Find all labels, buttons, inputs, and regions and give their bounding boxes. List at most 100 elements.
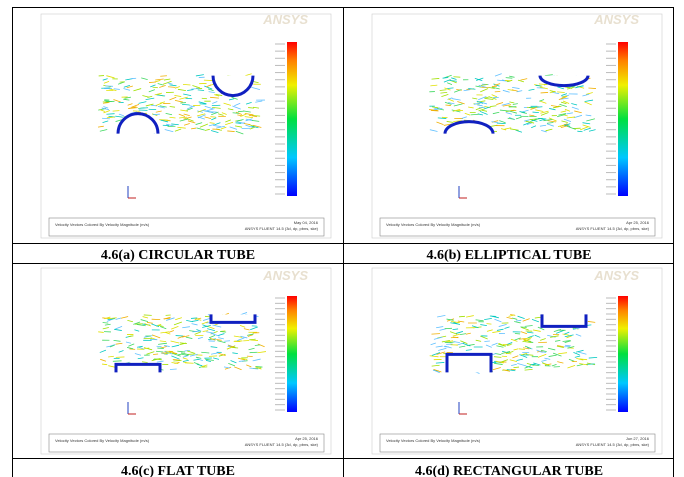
flow-vector xyxy=(138,101,147,104)
flow-vector xyxy=(155,110,162,113)
flow-vector xyxy=(165,112,173,116)
flow-vector xyxy=(109,344,115,348)
flow-vector xyxy=(177,126,186,129)
flow-vector xyxy=(475,339,482,342)
flow-vector xyxy=(193,362,200,365)
flow-vector xyxy=(455,331,463,334)
colorbar xyxy=(618,296,628,412)
flow-vector xyxy=(195,356,202,359)
legend-box xyxy=(48,433,325,453)
flow-vector xyxy=(182,104,190,106)
flow-vector xyxy=(250,326,258,331)
flow-vector xyxy=(177,335,185,339)
flow-vector xyxy=(476,100,484,104)
flow-vector xyxy=(211,117,217,121)
flow-vector xyxy=(151,334,161,339)
legend-title: Velocity Vectors Colored By Velocity Mag… xyxy=(386,438,481,443)
flow-vector xyxy=(252,106,260,109)
flow-vector xyxy=(452,333,461,337)
flow-vector xyxy=(529,114,535,117)
flow-vector xyxy=(488,87,495,89)
flow-vector xyxy=(447,98,455,102)
flow-vector xyxy=(174,128,182,132)
legend-title: Velocity Vectors Colored By Velocity Mag… xyxy=(386,222,481,227)
flow-vector xyxy=(520,331,528,335)
flow-vector xyxy=(251,115,261,117)
flow-vector xyxy=(508,110,517,114)
flow-vector xyxy=(564,331,570,335)
flow-vector xyxy=(157,324,164,327)
flow-vector xyxy=(457,101,465,105)
flow-vector xyxy=(173,360,182,362)
flow-vector xyxy=(206,331,215,334)
flow-vector xyxy=(228,344,236,348)
flow-vector xyxy=(574,110,582,114)
flow-vector xyxy=(155,102,163,107)
flow-vector xyxy=(232,347,239,349)
flow-vector xyxy=(136,324,146,327)
flow-vector xyxy=(439,89,447,91)
flow-vector xyxy=(514,337,521,341)
flow-vector xyxy=(586,118,596,122)
flow-vector xyxy=(435,345,443,348)
flow-vector xyxy=(204,110,213,113)
flow-vector xyxy=(228,98,235,101)
flow-vector xyxy=(490,315,499,319)
flow-vector xyxy=(567,364,576,369)
flow-vector xyxy=(453,103,463,107)
flow-vector xyxy=(564,125,571,128)
flow-vector xyxy=(585,92,593,95)
flow-vector xyxy=(451,321,460,324)
flow-vector xyxy=(137,345,143,348)
flow-vector xyxy=(514,321,521,324)
colorbar xyxy=(287,42,297,196)
flow-vector xyxy=(155,78,164,81)
flow-vector xyxy=(241,358,248,360)
flow-vector xyxy=(202,330,209,332)
flow-vector xyxy=(528,88,535,91)
flow-vector xyxy=(249,367,259,370)
flow-vector xyxy=(204,116,212,119)
flow-vector xyxy=(243,123,251,126)
flow-vector xyxy=(160,119,169,123)
flow-vector xyxy=(495,360,504,364)
flow-vector xyxy=(235,122,241,124)
flow-vector xyxy=(180,353,188,357)
render-frame xyxy=(371,267,663,455)
flow-vector xyxy=(127,103,133,106)
flow-vector xyxy=(532,329,541,332)
flow-vector xyxy=(113,88,120,90)
flow-vector xyxy=(523,119,530,122)
flow-vector xyxy=(494,73,502,77)
flow-vector xyxy=(440,91,448,94)
flow-vector xyxy=(236,119,244,122)
flow-vector xyxy=(446,340,454,343)
flow-vector xyxy=(556,345,565,348)
flow-vector xyxy=(562,333,569,336)
legend-solver: ANSYS FLUENT 14.5 (3d, dp, pbns, ske) xyxy=(576,442,650,447)
flow-vector xyxy=(559,103,567,108)
flow-vector xyxy=(561,120,568,123)
flow-vector xyxy=(494,362,503,365)
flow-vector xyxy=(102,117,110,120)
flow-vector xyxy=(460,340,468,344)
flow-vector xyxy=(192,85,201,89)
flow-vector xyxy=(577,130,583,133)
flow-vector xyxy=(449,80,457,82)
flow-vector xyxy=(567,346,575,349)
flow-vector xyxy=(160,75,167,77)
flow-vector xyxy=(432,369,440,374)
flow-vector xyxy=(537,326,545,331)
flow-vector xyxy=(528,340,534,343)
flow-vector xyxy=(546,123,554,127)
flow-vector xyxy=(244,116,254,119)
flow-vector xyxy=(154,92,163,96)
flow-vector xyxy=(143,347,153,351)
flow-vector xyxy=(179,96,188,100)
flow-vector xyxy=(167,82,173,85)
flow-vector xyxy=(249,126,255,130)
flow-vector xyxy=(505,77,513,79)
flow-vector xyxy=(566,116,576,119)
flow-vector xyxy=(449,331,458,335)
flow-vector xyxy=(554,339,561,342)
